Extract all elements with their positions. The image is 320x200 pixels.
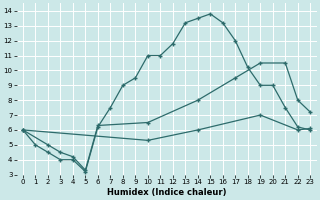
X-axis label: Humidex (Indice chaleur): Humidex (Indice chaleur) <box>107 188 226 197</box>
